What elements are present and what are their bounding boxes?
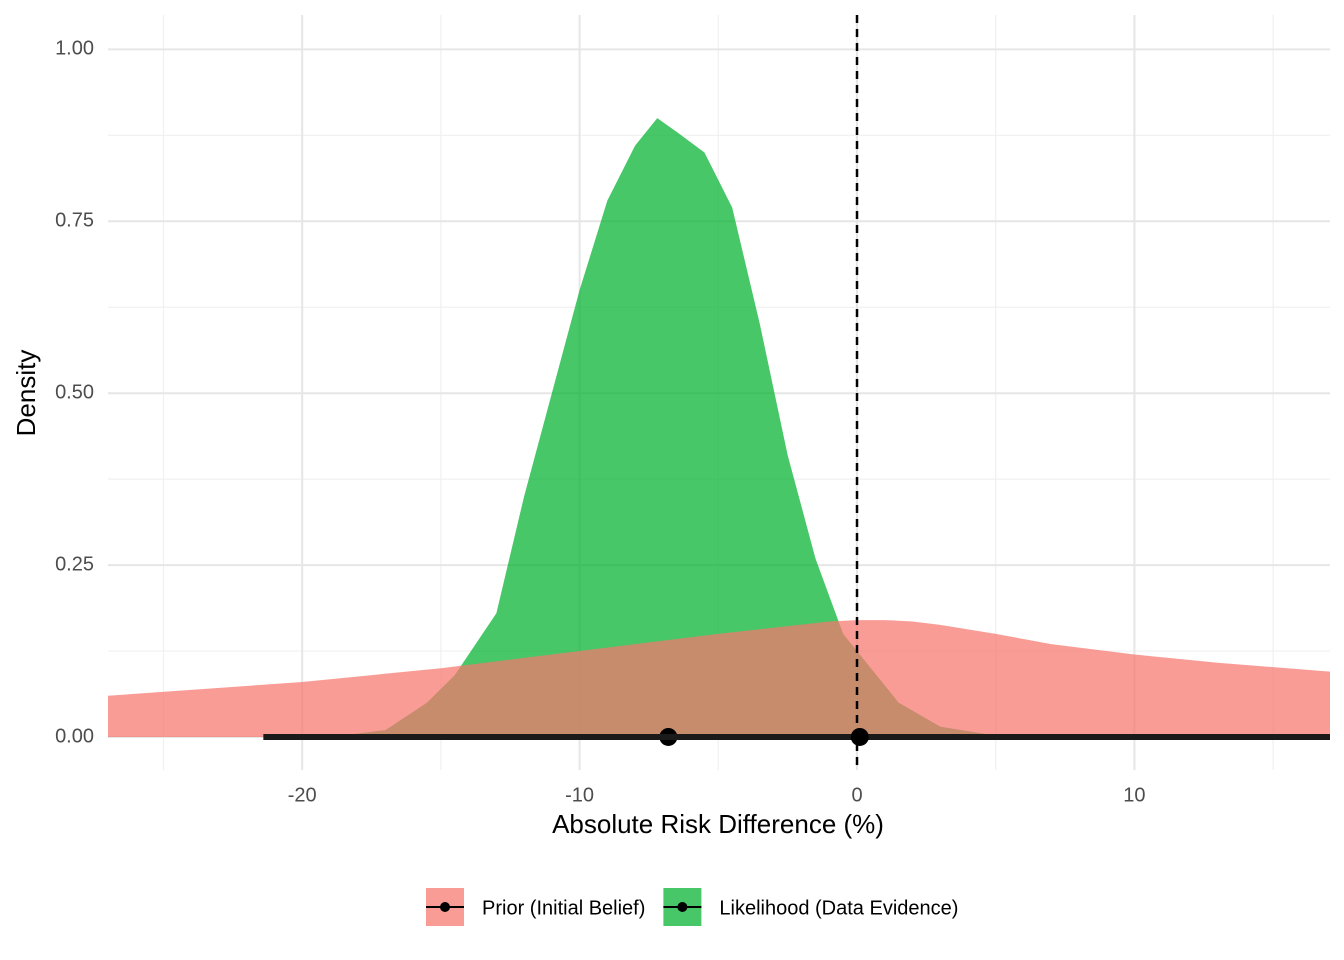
y-axis-title: Density (11, 350, 41, 437)
y-tick-label: 1.00 (55, 38, 94, 60)
y-tick-label: 0.50 (55, 381, 94, 403)
legend: Prior (Initial Belief) Likelihood (Data E… (426, 888, 958, 926)
x-axis-title: Absolute Risk Difference (%) (552, 809, 884, 839)
x-tick-label: 0 (851, 784, 862, 806)
y-tick-label: 0.25 (55, 553, 94, 575)
x-tick-label: 10 (1123, 784, 1145, 806)
y-tick-label: 0.00 (55, 725, 94, 747)
legend-label: Prior (Initial Belief) (482, 897, 645, 919)
density-area (108, 620, 1330, 737)
plot-area (108, 15, 1330, 770)
x-tick-label: -20 (288, 784, 317, 806)
legend-label: Likelihood (Data Evidence) (719, 897, 958, 919)
axes: -20 -10 0 10 0.00 0.25 0.50 0.75 1.00 (55, 38, 1145, 807)
y-tick-label: 0.75 (55, 210, 94, 232)
density-area (329, 118, 1052, 737)
legend-glyph (440, 902, 450, 912)
legend-glyph (677, 902, 688, 912)
point-estimate (850, 727, 869, 746)
x-tick-label: -10 (565, 784, 594, 806)
